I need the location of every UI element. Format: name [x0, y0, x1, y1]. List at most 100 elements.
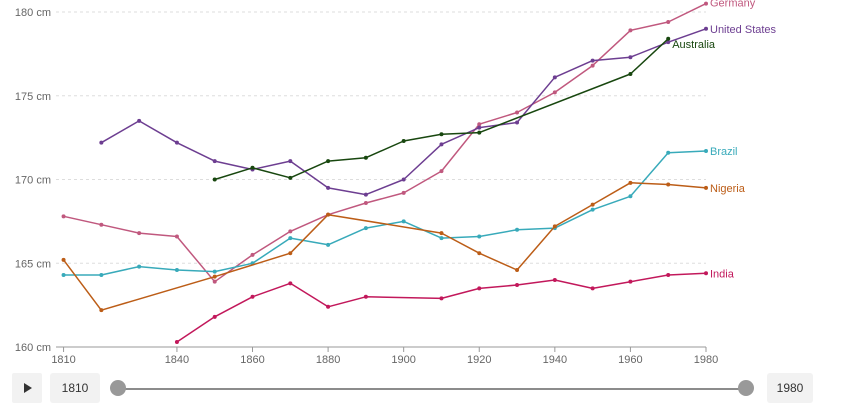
- data-point-australia[interactable]: [288, 175, 293, 180]
- data-point-united-states[interactable]: [288, 159, 293, 164]
- data-point-nigeria[interactable]: [61, 257, 66, 262]
- series-label-united-states[interactable]: United States: [710, 24, 777, 36]
- data-point-australia[interactable]: [250, 165, 255, 170]
- series-line-brazil[interactable]: [63, 150, 707, 276]
- series-label-brazil[interactable]: Brazil: [710, 146, 738, 158]
- data-point-germany[interactable]: [174, 234, 179, 239]
- data-point-australia[interactable]: [363, 155, 368, 160]
- data-point-germany[interactable]: [439, 169, 444, 174]
- data-point-brazil[interactable]: [401, 219, 406, 224]
- timeline-start-handle[interactable]: [110, 380, 126, 396]
- data-point-brazil[interactable]: [61, 272, 66, 277]
- data-point-india[interactable]: [666, 272, 671, 277]
- data-point-brazil[interactable]: [704, 149, 708, 154]
- data-point-germany[interactable]: [288, 229, 293, 234]
- data-point-brazil[interactable]: [439, 236, 444, 241]
- data-point-germany[interactable]: [590, 63, 595, 68]
- data-point-nigeria[interactable]: [477, 251, 482, 256]
- data-point-india[interactable]: [477, 286, 482, 291]
- data-point-united-states[interactable]: [401, 177, 406, 182]
- series-line-nigeria[interactable]: [62, 182, 707, 311]
- data-point-germany[interactable]: [477, 122, 482, 127]
- data-point-india[interactable]: [326, 304, 331, 309]
- data-point-united-states[interactable]: [590, 58, 595, 63]
- data-point-brazil[interactable]: [137, 264, 142, 269]
- timeline-start-label[interactable]: 1810: [50, 373, 100, 403]
- series-label-australia[interactable]: Australia: [672, 39, 716, 51]
- data-point-india[interactable]: [439, 296, 444, 301]
- data-point-germany[interactable]: [401, 190, 406, 195]
- data-point-india[interactable]: [704, 271, 708, 276]
- data-point-germany[interactable]: [212, 279, 217, 284]
- data-point-united-states[interactable]: [439, 142, 444, 147]
- series-line-india[interactable]: [176, 272, 707, 343]
- data-point-germany[interactable]: [666, 20, 671, 25]
- data-point-brazil[interactable]: [326, 242, 331, 247]
- data-point-nigeria[interactable]: [439, 231, 444, 236]
- data-point-germany[interactable]: [628, 28, 633, 33]
- data-point-brazil[interactable]: [363, 226, 368, 231]
- data-point-germany[interactable]: [515, 110, 520, 115]
- data-point-india[interactable]: [552, 278, 557, 282]
- data-point-australia[interactable]: [326, 159, 331, 164]
- data-point-india[interactable]: [515, 283, 520, 288]
- data-point-united-states[interactable]: [628, 55, 633, 60]
- data-point-united-states[interactable]: [137, 118, 142, 123]
- data-point-brazil[interactable]: [99, 272, 104, 277]
- data-point-india[interactable]: [590, 286, 595, 291]
- data-point-nigeria[interactable]: [666, 182, 671, 187]
- data-point-brazil[interactable]: [288, 236, 293, 241]
- data-point-brazil[interactable]: [477, 234, 482, 239]
- data-point-india[interactable]: [628, 279, 633, 284]
- series-label-india[interactable]: India: [710, 268, 735, 280]
- data-point-australia[interactable]: [212, 177, 217, 182]
- data-point-united-states[interactable]: [326, 185, 331, 190]
- data-point-india[interactable]: [363, 294, 368, 299]
- data-point-germany[interactable]: [704, 1, 708, 6]
- data-point-nigeria[interactable]: [99, 308, 104, 313]
- data-point-germany[interactable]: [61, 214, 66, 219]
- data-point-india[interactable]: [212, 314, 217, 319]
- data-point-australia[interactable]: [439, 132, 444, 137]
- data-point-germany[interactable]: [137, 231, 142, 236]
- data-point-united-states[interactable]: [552, 75, 557, 80]
- data-point-brazil[interactable]: [212, 269, 217, 274]
- data-point-nigeria[interactable]: [590, 202, 595, 207]
- data-point-australia[interactable]: [477, 130, 482, 135]
- data-point-united-states[interactable]: [363, 192, 368, 197]
- data-point-united-states[interactable]: [174, 140, 179, 145]
- data-point-germany[interactable]: [363, 200, 368, 205]
- data-point-nigeria[interactable]: [704, 185, 708, 190]
- series-label-nigeria[interactable]: Nigeria: [710, 183, 746, 195]
- data-point-india[interactable]: [174, 339, 179, 344]
- series-label-germany[interactable]: Germany: [710, 0, 756, 10]
- data-point-germany[interactable]: [250, 252, 255, 257]
- data-point-brazil[interactable]: [628, 194, 633, 199]
- data-point-nigeria[interactable]: [628, 180, 633, 185]
- data-point-australia[interactable]: [401, 138, 406, 143]
- data-point-brazil[interactable]: [590, 207, 595, 212]
- data-point-nigeria[interactable]: [552, 224, 557, 229]
- data-point-united-states[interactable]: [515, 120, 520, 125]
- data-point-nigeria[interactable]: [288, 251, 293, 256]
- series-line-germany[interactable]: [63, 2, 707, 283]
- play-button[interactable]: [12, 373, 42, 403]
- data-point-germany[interactable]: [99, 222, 104, 227]
- data-point-united-states[interactable]: [704, 26, 708, 31]
- data-point-united-states[interactable]: [99, 140, 104, 145]
- timeline-slider-track[interactable]: [118, 388, 746, 390]
- series-line-australia[interactable]: [214, 38, 669, 181]
- series-line-united-states[interactable]: [100, 28, 707, 196]
- data-point-nigeria[interactable]: [515, 267, 520, 272]
- data-point-india[interactable]: [288, 281, 293, 286]
- data-point-nigeria[interactable]: [326, 212, 331, 217]
- timeline-end-label[interactable]: 1980: [767, 373, 813, 403]
- data-point-australia[interactable]: [666, 36, 671, 41]
- data-point-nigeria[interactable]: [212, 274, 217, 279]
- data-point-india[interactable]: [250, 294, 255, 299]
- timeline-end-handle[interactable]: [738, 380, 754, 396]
- data-point-united-states[interactable]: [212, 159, 217, 164]
- data-point-australia[interactable]: [628, 71, 633, 76]
- data-point-brazil[interactable]: [666, 150, 671, 155]
- data-point-brazil[interactable]: [515, 227, 520, 232]
